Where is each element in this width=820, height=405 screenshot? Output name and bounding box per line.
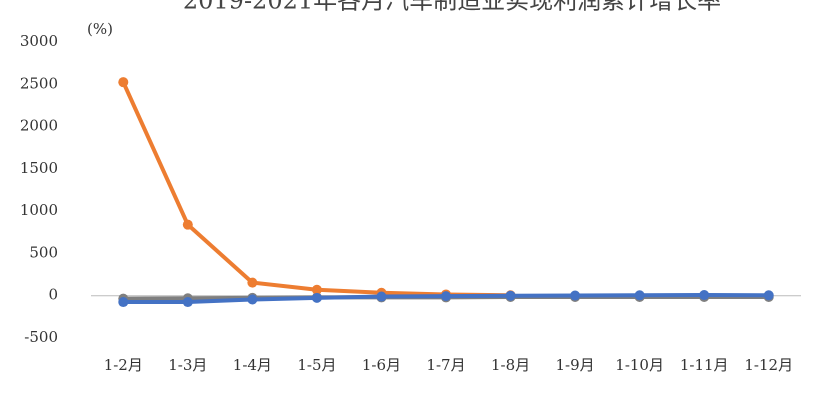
data-point [118,297,129,308]
series-line [121,81,511,298]
y-tick-label: 3000 [20,32,58,50]
data-point [247,294,258,305]
x-tick-label: 1-6月 [362,356,401,374]
data-point [182,297,193,308]
y-tick-label: -500 [24,328,58,346]
x-tick-label: 1-9月 [556,356,595,374]
y-tick-label: 1500 [20,159,58,177]
data-point [441,291,451,302]
x-tick-label: 1-2月 [104,356,143,374]
y-tick-label: 2500 [20,74,58,92]
data-point [311,292,322,303]
data-point [763,290,774,301]
x-tick-label: 1-4月 [233,356,272,374]
x-tick-label: 1-12月 [744,356,793,374]
data-point [118,77,129,88]
x-tick-label: 1-3月 [168,356,207,374]
y-tick-label: 2000 [20,117,58,135]
x-tick-label: 1-10月 [615,356,664,374]
y-unit: (%) [87,20,113,38]
data-point [570,290,581,301]
data-point [247,277,258,288]
y-tick-label: 0 [48,286,58,304]
data-point [376,291,387,302]
data-point [505,290,516,301]
chart-title: 2019-2021年各月汽车制造业实现利润累计增长率 [183,0,721,15]
data-point [182,219,193,230]
x-tick-label: 1-7月 [426,356,465,374]
data-point [311,284,322,295]
x-tick-label: 1-8月 [491,356,530,374]
x-tick-label: 1-5月 [297,356,336,374]
y-tick-label: 1000 [20,201,58,219]
data-point [699,290,710,301]
data-point [634,290,645,301]
x-tick-label: 1-11月 [680,356,729,374]
y-tick-label: 500 [29,243,58,261]
